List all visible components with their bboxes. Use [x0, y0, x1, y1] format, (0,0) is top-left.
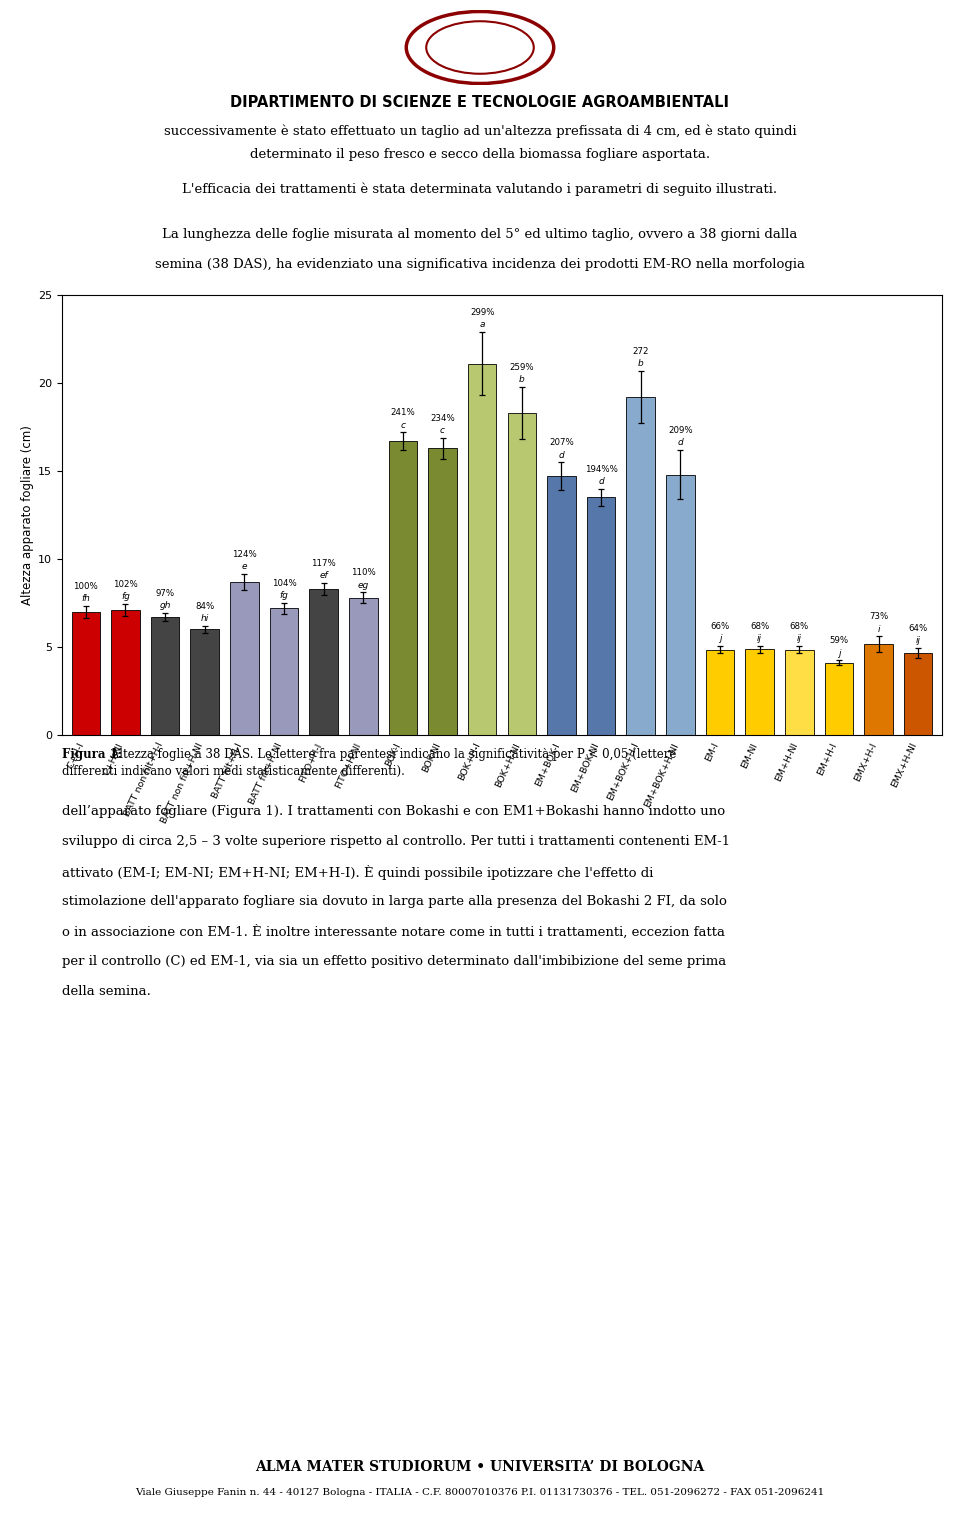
- Text: sviluppo di circa 2,5 – 3 volte superiore rispetto al controllo. Per tutti i tra: sviluppo di circa 2,5 – 3 volte superior…: [62, 835, 731, 849]
- Text: stimolazione dell'apparato fogliare sia dovuto in larga parte alla presenza del : stimolazione dell'apparato fogliare sia …: [62, 895, 727, 908]
- Text: 117%: 117%: [311, 559, 336, 568]
- Bar: [190, 630, 219, 735]
- Text: 194%%: 194%%: [585, 464, 617, 473]
- Text: successivamente è stato effettuato un taglio ad un'altezza prefissata di 4 cm, e: successivamente è stato effettuato un ta…: [164, 126, 796, 138]
- Bar: [547, 476, 576, 735]
- Text: 73%: 73%: [869, 613, 888, 622]
- Text: d: d: [598, 476, 604, 486]
- Bar: [825, 663, 853, 735]
- Text: b: b: [637, 358, 643, 368]
- Text: hi: hi: [201, 614, 209, 624]
- Text: 207%: 207%: [549, 438, 574, 447]
- Text: 209%: 209%: [668, 426, 693, 435]
- Text: Figura 1:: Figura 1:: [62, 748, 122, 761]
- Bar: [745, 650, 774, 735]
- Text: 110%: 110%: [351, 568, 375, 578]
- Text: ij: ij: [916, 636, 921, 645]
- Text: d: d: [678, 438, 684, 447]
- Bar: [468, 363, 496, 735]
- Text: 59%: 59%: [829, 636, 849, 645]
- Bar: [627, 397, 655, 735]
- Text: gh: gh: [159, 601, 171, 610]
- Text: ij: ij: [797, 634, 802, 643]
- Text: eg: eg: [358, 581, 369, 590]
- Text: 84%: 84%: [195, 602, 214, 611]
- Text: 100%: 100%: [73, 582, 98, 591]
- Text: 124%: 124%: [232, 550, 256, 559]
- Text: e: e: [242, 562, 247, 571]
- Text: dell’apparato fogliare (Figura 1). I trattamenti con Bokashi e con EM1+Bokashi h: dell’apparato fogliare (Figura 1). I tra…: [62, 804, 725, 818]
- Text: 299%: 299%: [470, 308, 494, 317]
- Bar: [706, 650, 734, 735]
- Text: 68%: 68%: [750, 622, 769, 631]
- Text: L'efficacia dei trattamenti è stata determinata valutando i parametri di seguito: L'efficacia dei trattamenti è stata dete…: [182, 182, 778, 196]
- Text: i: i: [877, 625, 879, 634]
- Bar: [864, 645, 893, 735]
- Text: ij: ij: [757, 634, 762, 643]
- Bar: [904, 653, 932, 735]
- Text: 234%: 234%: [430, 414, 455, 423]
- Text: Viale Giuseppe Fanin n. 44 - 40127 Bologna - ITALIA - C.F. 80007010376 P.I. 0113: Viale Giuseppe Fanin n. 44 - 40127 Bolog…: [135, 1488, 825, 1497]
- Bar: [389, 441, 418, 735]
- Text: 64%: 64%: [908, 624, 928, 633]
- Text: 272: 272: [633, 346, 649, 355]
- Text: Altezza foglie a 38 DAS. Le lettere fra parentesi indicano la significatività pe: Altezza foglie a 38 DAS. Le lettere fra …: [107, 748, 677, 761]
- Text: 68%: 68%: [790, 622, 809, 631]
- Bar: [666, 475, 695, 735]
- Bar: [428, 449, 457, 735]
- Text: ALMA MATER STUDIORUM • UNIVERSITA’ DI BOLOGNA: ALMA MATER STUDIORUM • UNIVERSITA’ DI BO…: [255, 1460, 705, 1474]
- Text: 259%: 259%: [510, 363, 534, 372]
- Text: determinato il peso fresco e secco della biomassa fogliare asportata.: determinato il peso fresco e secco della…: [250, 149, 710, 161]
- Text: della semina.: della semina.: [62, 985, 151, 997]
- Text: o in associazione con EM-1. È inoltre interessante notare come in tutti i tratta: o in associazione con EM-1. È inoltre in…: [62, 925, 725, 939]
- Text: fg: fg: [121, 593, 130, 601]
- Text: d: d: [559, 450, 564, 460]
- Text: 241%: 241%: [391, 409, 416, 417]
- Bar: [349, 597, 377, 735]
- Text: c: c: [400, 421, 405, 429]
- Text: j: j: [838, 648, 840, 657]
- Text: 104%: 104%: [272, 579, 297, 588]
- Text: attivato (EM-I; EM-NI; EM+H-NI; EM+H-I). È quindi possibile ipotizzare che l'eff: attivato (EM-I; EM-NI; EM+H-NI; EM+H-I).…: [62, 866, 654, 879]
- Bar: [785, 650, 813, 735]
- Text: ef: ef: [320, 571, 328, 581]
- Bar: [508, 414, 536, 735]
- Y-axis label: Altezza apparato fogliare (cm): Altezza apparato fogliare (cm): [21, 424, 34, 605]
- Text: per il controllo (C) ed EM-1, via sia un effetto positivo determinato dall'imbib: per il controllo (C) ed EM-1, via sia un…: [62, 954, 727, 968]
- Text: b: b: [519, 375, 525, 385]
- Bar: [111, 610, 140, 735]
- Bar: [230, 582, 258, 735]
- Text: j: j: [719, 634, 721, 643]
- Bar: [270, 608, 299, 735]
- Bar: [309, 588, 338, 735]
- Text: a: a: [479, 320, 485, 329]
- Text: c: c: [440, 426, 445, 435]
- Bar: [151, 617, 180, 735]
- Text: fh: fh: [82, 594, 90, 604]
- Bar: [71, 611, 100, 735]
- Text: DIPARTIMENTO DI SCIENZE E TECNOLOGIE AGROAMBIENTALI: DIPARTIMENTO DI SCIENZE E TECNOLOGIE AGR…: [230, 95, 730, 110]
- Text: 97%: 97%: [156, 588, 175, 597]
- Text: 102%: 102%: [113, 581, 138, 588]
- Text: differenti indicano valori medi statisticamente differenti).: differenti indicano valori medi statisti…: [62, 764, 405, 778]
- Text: La lunghezza delle foglie misurata al momento del 5° ed ultimo taglio, ovvero a : La lunghezza delle foglie misurata al mo…: [162, 228, 798, 241]
- Text: fg: fg: [279, 591, 288, 601]
- Text: 66%: 66%: [710, 622, 730, 631]
- Text: semina (38 DAS), ha evidenziato una significativa incidenza dei prodotti EM-RO n: semina (38 DAS), ha evidenziato una sign…: [155, 257, 805, 271]
- Bar: [587, 498, 615, 735]
